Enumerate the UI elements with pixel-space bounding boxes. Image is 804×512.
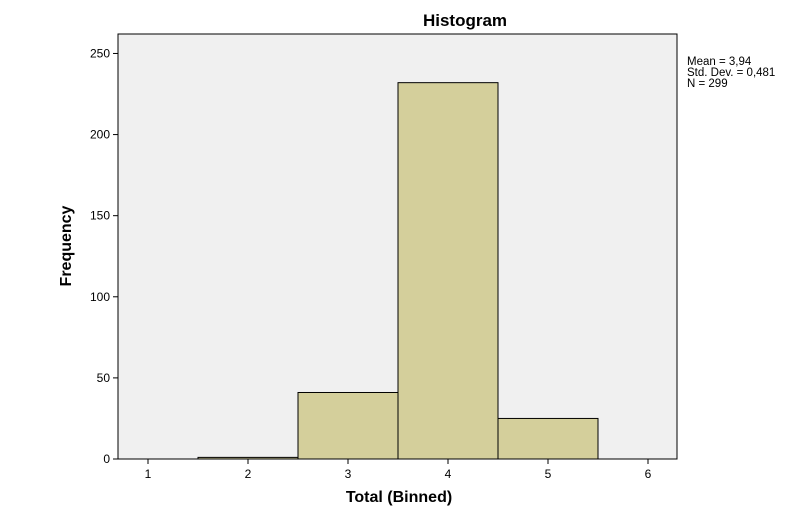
y-axis-label: Frequency: [58, 205, 75, 286]
y-tick-label: 100: [90, 290, 110, 304]
x-tick-label: 3: [345, 467, 352, 481]
x-tick-label: 4: [445, 467, 452, 481]
y-tick-label: 150: [90, 209, 110, 223]
bar-4: [397, 82, 499, 460]
y-tick-label: 0: [103, 452, 110, 466]
x-axis-label: Total (Binned): [346, 489, 452, 506]
bar-3: [297, 391, 399, 460]
x-tick-label: 5: [545, 467, 552, 481]
x-tick-label: 6: [645, 467, 652, 481]
bar-5: [497, 417, 599, 460]
chart-title: Histogram: [423, 11, 507, 30]
y-tick-label: 200: [90, 128, 110, 142]
stat-n: N = 299: [687, 78, 728, 90]
stat-std-dev: Std. Dev. = 0,481: [687, 67, 775, 79]
y-tick-label: 50: [97, 371, 111, 385]
x-tick-label: 1: [145, 467, 152, 481]
x-tick-label: 2: [245, 467, 252, 481]
y-tick-label: 250: [90, 46, 110, 60]
stat-mean: Mean = 3,94: [687, 56, 752, 68]
